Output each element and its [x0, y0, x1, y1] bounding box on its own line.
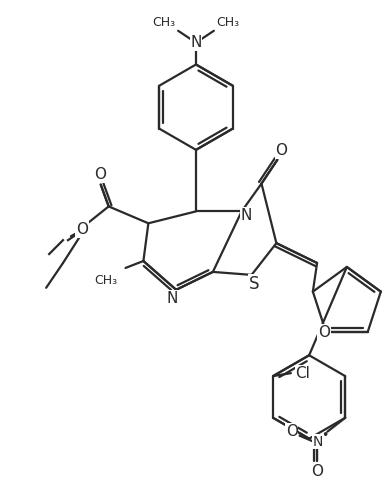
Text: N: N	[241, 208, 252, 223]
Text: CH₃: CH₃	[216, 16, 239, 29]
Text: Cl: Cl	[295, 366, 310, 381]
Text: N: N	[312, 434, 323, 449]
Text: O: O	[318, 325, 330, 340]
Text: N: N	[167, 291, 178, 306]
Text: •: •	[321, 429, 328, 442]
Text: N: N	[190, 35, 202, 50]
Text: O: O	[312, 464, 323, 479]
Text: O: O	[94, 167, 106, 182]
Text: S: S	[249, 275, 260, 293]
Text: CH₃: CH₃	[94, 275, 117, 288]
Text: CH₃: CH₃	[152, 16, 176, 29]
Text: O: O	[286, 424, 298, 439]
Text: O: O	[275, 144, 287, 158]
Text: O: O	[76, 222, 88, 237]
